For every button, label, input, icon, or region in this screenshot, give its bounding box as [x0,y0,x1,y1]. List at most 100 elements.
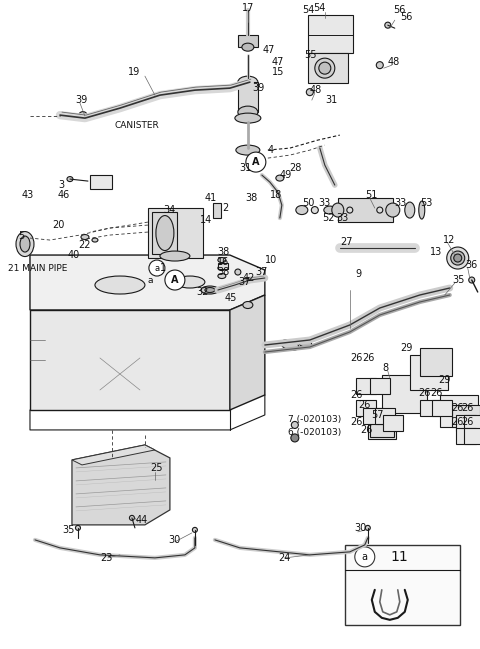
FancyBboxPatch shape [308,53,348,83]
Text: a: a [362,552,368,562]
Polygon shape [30,310,230,410]
Text: 28: 28 [289,163,301,173]
Text: CANISTER: CANISTER [115,121,160,130]
Ellipse shape [405,202,415,218]
Text: 26: 26 [362,353,374,363]
FancyBboxPatch shape [375,408,395,424]
Text: 34: 34 [163,205,175,215]
Ellipse shape [447,247,469,269]
Ellipse shape [238,76,258,88]
Text: 31: 31 [239,163,251,173]
Text: 35: 35 [62,525,74,535]
Text: 26: 26 [430,388,442,398]
Text: 21 MAIN PIPE: 21 MAIN PIPE [8,263,67,273]
Text: 7 (-020103): 7 (-020103) [288,415,341,424]
Text: 47: 47 [263,45,275,55]
FancyBboxPatch shape [345,545,460,625]
Text: 38: 38 [245,193,257,203]
FancyBboxPatch shape [238,82,258,112]
Text: 10: 10 [265,255,277,265]
Text: 38: 38 [217,267,229,277]
Text: 56: 56 [393,5,405,15]
Text: 49: 49 [280,170,292,180]
Text: 54: 54 [302,5,314,15]
Text: a: a [148,276,154,284]
Text: 32: 32 [196,287,208,297]
Text: 44: 44 [136,515,148,525]
Text: 30: 30 [168,535,180,545]
Text: 26: 26 [360,425,372,435]
Ellipse shape [291,421,299,428]
Text: 23: 23 [100,553,112,563]
FancyBboxPatch shape [238,35,258,47]
FancyBboxPatch shape [363,408,383,424]
Text: 15: 15 [272,67,284,77]
Ellipse shape [312,206,318,214]
Text: 2: 2 [222,203,228,213]
Text: 16: 16 [217,257,229,267]
FancyBboxPatch shape [338,198,393,222]
Text: 41: 41 [205,193,217,203]
Ellipse shape [324,206,336,214]
Text: 25: 25 [150,463,162,473]
FancyBboxPatch shape [452,405,480,427]
FancyBboxPatch shape [356,378,376,394]
Ellipse shape [201,286,219,294]
FancyBboxPatch shape [308,15,353,53]
Text: 20: 20 [52,220,64,230]
Text: 27: 27 [340,237,352,247]
Text: 36: 36 [466,260,478,270]
Ellipse shape [95,276,145,294]
Ellipse shape [385,22,391,28]
Ellipse shape [218,265,226,271]
Ellipse shape [332,203,344,217]
Text: 26: 26 [462,417,474,427]
Text: 45: 45 [225,293,237,303]
Text: 35: 35 [453,275,465,285]
Ellipse shape [454,254,462,262]
FancyBboxPatch shape [213,203,221,218]
Ellipse shape [218,273,226,278]
Text: 9: 9 [356,269,362,279]
Ellipse shape [175,276,205,288]
Text: 38: 38 [217,247,229,257]
FancyBboxPatch shape [420,348,452,376]
Text: 57: 57 [371,410,384,420]
FancyBboxPatch shape [432,400,452,416]
Ellipse shape [156,215,174,251]
FancyBboxPatch shape [90,175,112,189]
Ellipse shape [78,112,87,121]
Polygon shape [72,445,170,525]
Text: 4: 4 [268,145,274,155]
Text: 6 (-020103): 6 (-020103) [288,428,341,437]
Ellipse shape [81,234,89,239]
Circle shape [355,547,375,567]
FancyBboxPatch shape [148,208,203,258]
Ellipse shape [377,207,383,213]
Ellipse shape [240,79,249,88]
Ellipse shape [298,339,312,347]
Ellipse shape [367,245,389,251]
Ellipse shape [235,113,261,123]
Circle shape [149,260,165,276]
Ellipse shape [16,232,34,256]
Text: 53: 53 [420,198,432,208]
Ellipse shape [75,526,81,530]
Text: 29: 29 [438,375,450,385]
Text: 8: 8 [383,363,389,373]
FancyBboxPatch shape [420,400,440,416]
FancyBboxPatch shape [456,415,476,431]
Text: 33: 33 [318,198,330,208]
Text: 31: 31 [325,95,337,105]
Ellipse shape [365,526,370,530]
Text: 43: 43 [22,190,34,200]
FancyBboxPatch shape [368,415,396,439]
Text: 29: 29 [400,343,412,353]
Text: 26: 26 [350,390,362,400]
Ellipse shape [296,206,308,215]
Ellipse shape [242,43,254,51]
Ellipse shape [469,277,475,283]
Text: 26: 26 [462,403,474,413]
Text: 12: 12 [443,235,455,245]
Text: 48: 48 [388,57,400,67]
